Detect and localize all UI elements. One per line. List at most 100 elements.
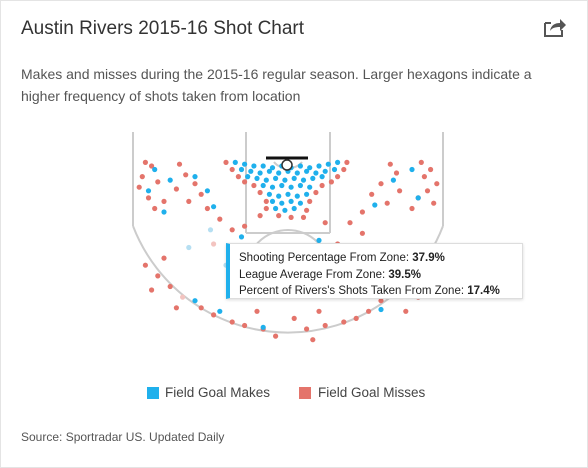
shot-make-marker[interactable] — [415, 195, 421, 201]
shot-make-marker[interactable] — [294, 193, 300, 199]
shot-make-marker[interactable] — [238, 166, 245, 173]
shot-make-marker[interactable] — [300, 177, 307, 183]
shot-miss-marker[interactable] — [223, 159, 229, 165]
shot-miss-marker[interactable] — [409, 205, 415, 212]
shot-miss-marker[interactable] — [328, 179, 334, 185]
shot-make-marker[interactable] — [372, 202, 378, 208]
shot-miss-marker[interactable] — [344, 159, 350, 165]
shot-make-marker[interactable] — [204, 188, 210, 194]
shot-miss-marker[interactable] — [152, 205, 158, 212]
shot-make-marker[interactable] — [266, 191, 272, 197]
shot-make-marker[interactable] — [273, 175, 279, 181]
shot-make-marker[interactable] — [291, 205, 297, 212]
shot-miss-marker[interactable] — [180, 294, 186, 300]
shot-miss-marker[interactable] — [307, 198, 313, 204]
shot-miss-marker[interactable] — [235, 174, 241, 180]
shot-make-marker[interactable] — [316, 237, 322, 243]
shot-make-marker[interactable] — [279, 182, 285, 189]
shot-miss-marker[interactable] — [359, 209, 365, 215]
shot-miss-marker[interactable] — [251, 182, 257, 189]
shot-make-marker[interactable] — [297, 182, 303, 189]
shot-make-marker[interactable] — [242, 161, 248, 167]
shot-make-marker[interactable] — [335, 159, 341, 165]
shot-miss-marker[interactable] — [217, 216, 223, 222]
shot-make-marker[interactable] — [260, 324, 266, 330]
shot-make-marker[interactable] — [217, 308, 223, 314]
shot-miss-marker[interactable] — [145, 195, 152, 201]
shot-miss-marker[interactable] — [257, 213, 263, 219]
shot-make-marker[interactable] — [273, 205, 279, 212]
shot-miss-marker[interactable] — [431, 200, 437, 206]
shot-miss-marker[interactable] — [403, 308, 409, 314]
shot-make-marker[interactable] — [316, 163, 322, 169]
shot-miss-marker[interactable] — [136, 184, 142, 190]
shot-miss-marker[interactable] — [229, 227, 235, 233]
shot-make-marker[interactable] — [269, 198, 276, 204]
shot-make-marker[interactable] — [276, 170, 282, 176]
shot-make-marker[interactable] — [409, 166, 415, 173]
shot-miss-marker[interactable] — [242, 322, 248, 329]
shot-miss-marker[interactable] — [139, 174, 145, 180]
shot-make-marker[interactable] — [248, 168, 254, 174]
shot-miss-marker[interactable] — [204, 205, 210, 212]
shot-miss-marker[interactable] — [384, 200, 390, 206]
shot-miss-marker[interactable] — [316, 308, 322, 314]
shot-miss-marker[interactable] — [142, 159, 148, 165]
shot-make-marker[interactable] — [232, 159, 238, 165]
shot-miss-marker[interactable] — [341, 166, 347, 173]
shot-miss-marker[interactable] — [421, 174, 427, 180]
shot-make-marker[interactable] — [304, 191, 310, 197]
shot-miss-marker[interactable] — [393, 170, 400, 176]
shot-miss-marker[interactable] — [273, 333, 279, 339]
shot-miss-marker[interactable] — [276, 213, 282, 219]
shot-miss-marker[interactable] — [155, 179, 161, 185]
shot-make-marker[interactable] — [211, 204, 217, 210]
shot-make-marker[interactable] — [313, 170, 319, 176]
shot-miss-marker[interactable] — [211, 241, 217, 247]
shot-make-marker[interactable] — [207, 227, 214, 233]
shot-make-marker[interactable] — [297, 163, 303, 169]
shot-make-marker[interactable] — [304, 168, 310, 174]
shot-miss-marker[interactable] — [347, 220, 353, 226]
shot-miss-marker[interactable] — [378, 298, 384, 304]
shot-miss-marker[interactable] — [434, 181, 440, 187]
shot-make-marker[interactable] — [238, 234, 245, 240]
shot-make-marker[interactable] — [254, 175, 260, 181]
shot-miss-marker[interactable] — [304, 207, 310, 213]
shot-make-marker[interactable] — [192, 298, 198, 304]
shot-make-marker[interactable] — [294, 170, 300, 176]
shot-miss-marker[interactable] — [263, 205, 269, 212]
shot-make-marker[interactable] — [260, 182, 266, 189]
shot-make-marker[interactable] — [378, 306, 384, 313]
shot-miss-marker[interactable] — [257, 189, 263, 196]
shot-miss-marker[interactable] — [366, 308, 372, 314]
shot-miss-marker[interactable] — [291, 315, 297, 321]
shot-miss-marker[interactable] — [254, 308, 260, 314]
legend-item-makes[interactable]: Field Goal Makes — [147, 385, 270, 400]
shot-miss-marker[interactable] — [155, 273, 161, 279]
shot-make-marker[interactable] — [297, 200, 303, 206]
shot-make-marker[interactable] — [282, 177, 288, 183]
shot-miss-marker[interactable] — [263, 198, 269, 204]
shot-make-marker[interactable] — [322, 168, 328, 174]
shot-make-marker[interactable] — [269, 184, 276, 190]
shot-miss-marker[interactable] — [313, 189, 319, 196]
shot-miss-marker[interactable] — [369, 191, 375, 197]
shot-miss-marker[interactable] — [353, 315, 359, 321]
shot-miss-marker[interactable] — [304, 326, 310, 332]
shot-make-marker[interactable] — [269, 165, 276, 171]
shot-make-marker[interactable] — [288, 184, 294, 190]
shot-miss-marker[interactable] — [310, 337, 316, 343]
shot-make-marker[interactable] — [145, 188, 152, 194]
shot-miss-marker[interactable] — [161, 198, 167, 204]
shot-make-marker[interactable] — [331, 166, 338, 173]
share-arrow-icon[interactable] — [543, 16, 567, 38]
shot-make-marker[interactable] — [167, 177, 173, 183]
shot-make-marker[interactable] — [310, 175, 316, 181]
shot-miss-marker[interactable] — [335, 174, 341, 180]
shot-make-marker[interactable] — [263, 177, 269, 183]
shot-miss-marker[interactable] — [198, 191, 204, 197]
shot-make-marker[interactable] — [245, 174, 251, 180]
shot-miss-marker[interactable] — [149, 163, 155, 169]
shot-miss-marker[interactable] — [359, 230, 365, 236]
